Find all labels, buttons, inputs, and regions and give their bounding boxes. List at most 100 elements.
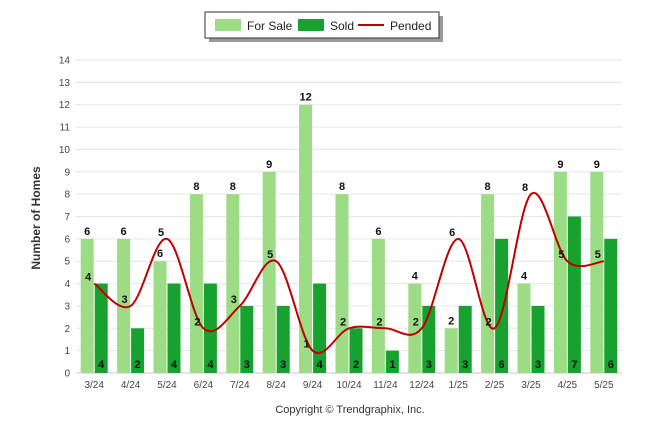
label-sold: 3 [426, 359, 432, 371]
bar-sold [567, 216, 581, 373]
label-pended: 2 [194, 316, 200, 328]
label-for-sale: 2 [448, 315, 454, 327]
bar-for-sale [517, 283, 531, 373]
label-for-sale: 4 [412, 271, 419, 283]
bar-for-sale [153, 261, 167, 373]
label-for-sale: 12 [299, 92, 311, 104]
bar-sold [131, 328, 145, 373]
legend-label-sold: Sold [330, 19, 354, 33]
y-tick-label: 9 [64, 167, 70, 178]
bar-for-sale [226, 194, 240, 373]
label-sold: 4 [98, 359, 105, 371]
y-tick-label: 4 [64, 279, 70, 290]
label-pended: 5 [558, 249, 564, 261]
x-tick-label: 4/25 [558, 380, 578, 391]
label-for-sale: 9 [557, 159, 563, 171]
label-for-sale: 8 [193, 181, 199, 193]
y-tick-label: 12 [59, 100, 71, 111]
label-for-sale: 8 [485, 181, 491, 193]
label-pended: 2 [413, 316, 419, 328]
label-pended: 5 [267, 249, 273, 261]
bar-sold [94, 283, 108, 373]
x-tick-label: 3/24 [84, 380, 104, 391]
legend-swatch-sold [298, 19, 324, 31]
bar-for-sale [80, 238, 94, 373]
gridlines [76, 59, 622, 374]
label-sold: 2 [135, 359, 141, 371]
label-sold: 4 [207, 359, 214, 371]
label-pended: 2 [486, 316, 492, 328]
bar-sold [458, 305, 472, 373]
label-for-sale: 8 [339, 181, 345, 193]
bar-for-sale [117, 238, 131, 373]
y-tick-label: 8 [64, 190, 70, 201]
label-pended: 2 [376, 316, 382, 328]
label-sold: 3 [244, 359, 250, 371]
x-tick-label: 7/24 [230, 380, 250, 391]
x-tick-label: 11/24 [373, 380, 398, 391]
bar-sold [276, 305, 290, 373]
label-sold: 2 [353, 359, 359, 371]
legend: For Sale Sold Pended [204, 11, 443, 42]
bar-for-sale [553, 171, 567, 373]
bar-for-sale [444, 328, 458, 373]
label-pended: 1 [304, 339, 310, 351]
x-tick-label: 8/24 [266, 380, 286, 391]
label-sold: 6 [499, 359, 505, 371]
label-for-sale: 6 [157, 248, 163, 260]
bar-sold [531, 305, 545, 373]
bar-for-sale [262, 171, 276, 373]
label-pended: 5 [595, 249, 601, 261]
label-sold: 7 [571, 359, 577, 371]
y-tick-label: 2 [64, 324, 70, 335]
y-tick-label: 0 [64, 369, 70, 380]
label-pended: 3 [122, 294, 128, 306]
legend-label-pended: Pended [390, 19, 431, 33]
bar-sold [203, 283, 217, 373]
label-sold: 3 [280, 359, 286, 371]
bar-for-sale [335, 194, 349, 373]
x-tick-label: 12/24 [409, 380, 434, 391]
y-axis-label: Number of Homes [29, 166, 43, 270]
y-tick-label: 3 [64, 301, 70, 312]
bar-for-sale [408, 283, 422, 373]
legend-swatch-for-sale [215, 19, 241, 31]
y-tick-label: 13 [59, 78, 71, 89]
y-tick-label: 1 [64, 346, 70, 357]
pended-line [93, 191, 604, 355]
y-tick-label: 11 [60, 123, 71, 134]
label-pended: 2 [340, 316, 346, 328]
copyright-text: Copyright © Trendgraphix, Inc. [275, 404, 424, 416]
legend-label-for-sale: For Sale [247, 19, 293, 33]
bar-for-sale [371, 238, 385, 373]
y-tick-label: 6 [64, 234, 70, 245]
x-tick-label: 5/24 [157, 380, 177, 391]
bar-for-sale [481, 194, 495, 373]
bar-for-sale [590, 171, 604, 373]
y-tick-label: 5 [64, 257, 70, 268]
bar-sold [349, 328, 363, 373]
bar-sold [313, 283, 327, 373]
label-for-sale: 9 [266, 159, 272, 171]
x-tick-label: 2/25 [485, 380, 505, 391]
x-tick-label: 10/24 [336, 380, 361, 391]
label-sold: 4 [171, 359, 178, 371]
label-sold: 4 [317, 359, 324, 371]
label-sold: 1 [389, 359, 395, 371]
label-for-sale: 6 [375, 226, 381, 238]
x-tick-label: 3/25 [521, 380, 541, 391]
x-tick-label: 5/25 [594, 380, 614, 391]
x-tick-label: 1/25 [448, 380, 468, 391]
x-tick-label: 6/24 [194, 380, 214, 391]
label-for-sale: 6 [84, 226, 90, 238]
y-tick-label: 10 [59, 145, 71, 156]
bar-sold [604, 238, 618, 373]
label-pended: 6 [449, 227, 455, 239]
label-pended: 8 [522, 182, 528, 194]
label-for-sale: 9 [594, 159, 600, 171]
label-for-sale: 6 [121, 226, 127, 238]
bar-for-sale [299, 104, 313, 373]
